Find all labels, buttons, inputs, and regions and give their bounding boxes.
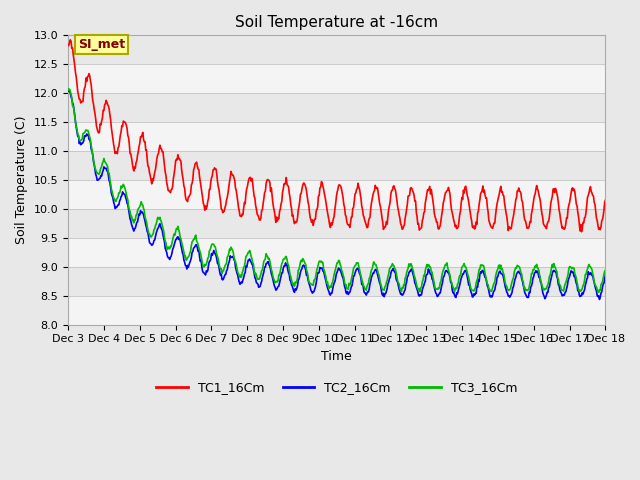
TC3_16Cm	[418, 284, 426, 289]
TC1_16Cm	[75, 93, 83, 98]
TC1_16Cm	[213, 171, 221, 177]
TC2_16Cm	[419, 287, 426, 293]
TC1_16Cm	[184, 194, 192, 200]
TC3_16Cm	[602, 267, 609, 273]
TC1_16Cm	[578, 229, 586, 235]
Bar	[68, 122, 605, 151]
TC3_16Cm	[212, 248, 220, 253]
TC2_16Cm	[403, 279, 410, 285]
Y-axis label: Soil Temperature (C): Soil Temperature (C)	[15, 116, 28, 244]
TC2_16Cm	[184, 264, 192, 270]
Title: Soil Temperature at -16cm: Soil Temperature at -16cm	[235, 15, 438, 30]
TC3_16Cm	[184, 255, 191, 261]
TC3_16Cm	[64, 86, 72, 92]
Line: TC1_16Cm: TC1_16Cm	[68, 40, 605, 232]
Text: SI_met: SI_met	[77, 38, 125, 51]
TC1_16Cm	[64, 43, 72, 48]
TC2_16Cm	[66, 88, 74, 94]
X-axis label: Time: Time	[321, 350, 352, 363]
TC1_16Cm	[67, 37, 74, 43]
TC3_16Cm	[74, 131, 81, 136]
TC3_16Cm	[595, 289, 602, 295]
Bar	[68, 238, 605, 267]
Bar	[68, 296, 605, 324]
TC2_16Cm	[596, 297, 604, 302]
Line: TC3_16Cm: TC3_16Cm	[68, 89, 605, 292]
TC1_16Cm	[403, 206, 410, 212]
TC2_16Cm	[602, 272, 609, 277]
TC2_16Cm	[75, 132, 83, 138]
TC1_16Cm	[130, 168, 138, 174]
Bar	[68, 64, 605, 93]
TC2_16Cm	[64, 88, 72, 94]
TC1_16Cm	[419, 218, 426, 224]
TC2_16Cm	[213, 256, 221, 262]
Legend: TC1_16Cm, TC2_16Cm, TC3_16Cm: TC1_16Cm, TC2_16Cm, TC3_16Cm	[151, 376, 522, 399]
TC3_16Cm	[129, 216, 137, 222]
Line: TC2_16Cm: TC2_16Cm	[68, 91, 605, 300]
TC2_16Cm	[130, 228, 138, 234]
TC3_16Cm	[402, 274, 410, 280]
Bar	[68, 180, 605, 209]
TC1_16Cm	[602, 197, 609, 203]
